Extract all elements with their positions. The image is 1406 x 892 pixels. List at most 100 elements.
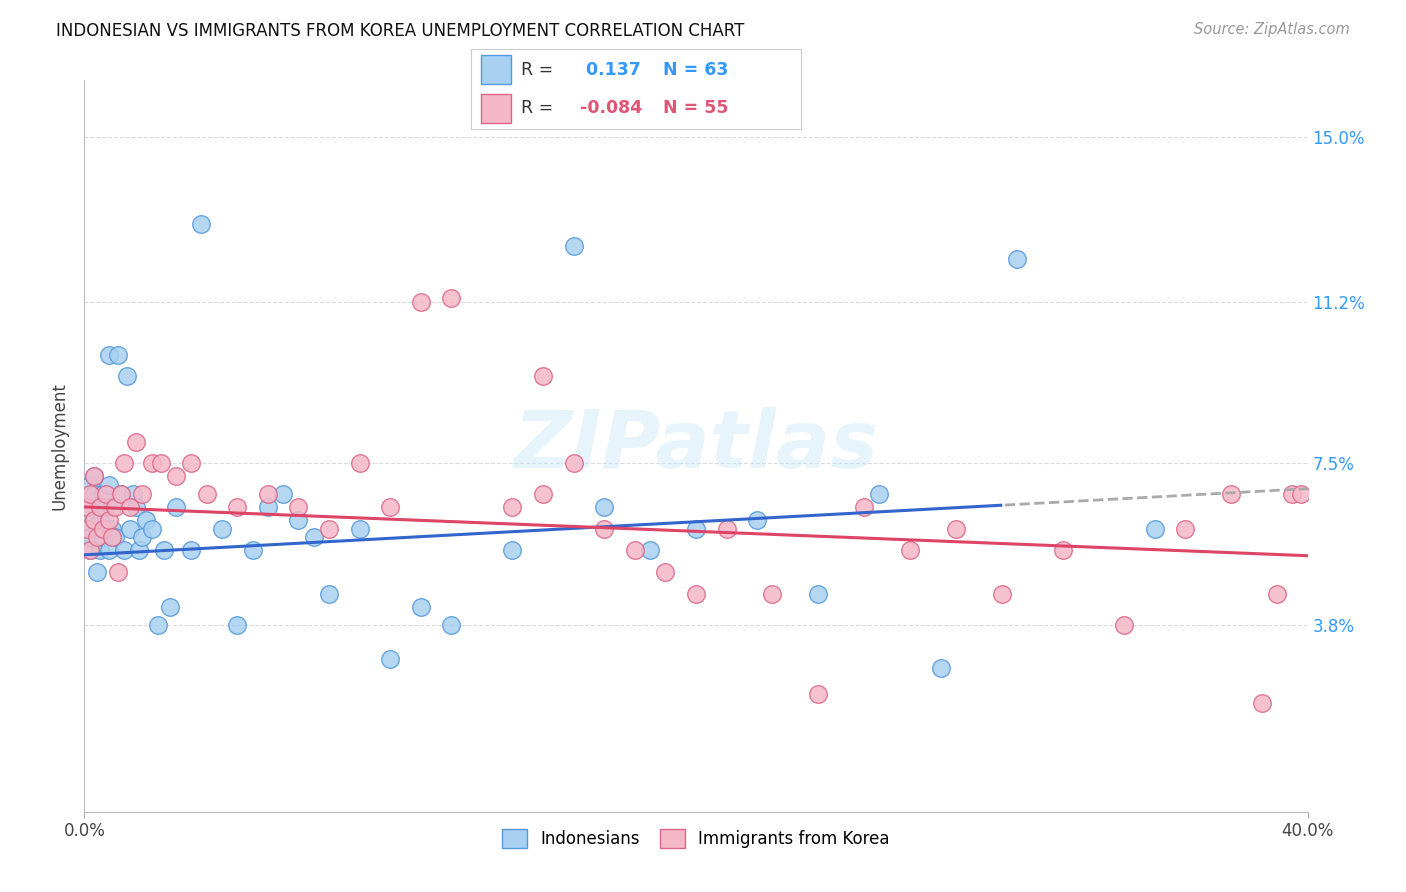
Point <box>125 500 148 514</box>
Point <box>79 530 101 544</box>
Point <box>1220 487 1243 501</box>
Point <box>97 478 120 492</box>
Point <box>110 487 132 501</box>
Point <box>141 522 163 536</box>
Point <box>853 500 876 514</box>
Point <box>125 434 148 449</box>
Point <box>380 500 402 514</box>
Point <box>89 543 111 558</box>
Point <box>1174 522 1197 536</box>
Point <box>761 587 783 601</box>
Point <box>131 487 153 501</box>
Point <box>89 500 111 514</box>
Point <box>257 500 280 514</box>
Point <box>531 369 554 384</box>
Point <box>153 543 176 558</box>
Point <box>146 617 169 632</box>
Text: N = 55: N = 55 <box>662 100 728 118</box>
Text: R =: R = <box>520 61 553 78</box>
Point <box>107 566 129 580</box>
Point <box>226 500 249 514</box>
Point <box>807 687 830 701</box>
Point <box>685 587 707 601</box>
Point <box>101 530 124 544</box>
Point <box>180 457 202 471</box>
Point <box>94 487 117 501</box>
Point <box>149 457 172 471</box>
Point <box>654 566 676 580</box>
Point <box>685 522 707 536</box>
Point <box>112 457 135 471</box>
Point <box>929 661 952 675</box>
Point <box>131 530 153 544</box>
Point <box>380 652 402 666</box>
Point <box>101 522 124 536</box>
Bar <box>481 55 510 85</box>
Text: ZIPatlas: ZIPatlas <box>513 407 879 485</box>
Point <box>318 522 340 536</box>
Point <box>409 295 432 310</box>
Point <box>180 543 202 558</box>
Point <box>101 500 124 514</box>
Point <box>1291 487 1313 501</box>
Point <box>502 543 524 558</box>
Point <box>135 513 157 527</box>
Point <box>409 600 432 615</box>
Point <box>945 522 967 536</box>
Bar <box>481 94 510 123</box>
Point <box>226 617 249 632</box>
Point <box>1265 587 1288 601</box>
Point <box>89 513 111 527</box>
Point <box>211 522 233 536</box>
Point <box>97 347 120 362</box>
Point <box>624 543 647 558</box>
Point <box>287 513 309 527</box>
Point <box>898 543 921 558</box>
Point <box>115 369 138 384</box>
Point <box>107 347 129 362</box>
Point <box>79 543 101 558</box>
Point <box>531 487 554 501</box>
Point <box>110 487 132 501</box>
Point <box>141 457 163 471</box>
Point <box>991 587 1014 601</box>
Point <box>1250 696 1272 710</box>
Point <box>79 487 101 501</box>
Point <box>869 487 891 501</box>
Point <box>165 500 187 514</box>
Point <box>440 291 463 305</box>
Point <box>190 217 212 231</box>
Point <box>112 543 135 558</box>
Text: INDONESIAN VS IMMIGRANTS FROM KOREA UNEMPLOYMENT CORRELATION CHART: INDONESIAN VS IMMIGRANTS FROM KOREA UNEM… <box>56 22 745 40</box>
Point <box>562 457 585 471</box>
Point <box>76 500 98 514</box>
Point <box>1281 487 1303 501</box>
Point <box>86 522 108 536</box>
Point <box>76 500 98 514</box>
Legend: Indonesians, Immigrants from Korea: Indonesians, Immigrants from Korea <box>495 822 897 855</box>
Point <box>807 587 830 601</box>
Point <box>271 487 294 501</box>
Point <box>257 487 280 501</box>
Point <box>79 478 101 492</box>
Point <box>86 530 108 544</box>
Point <box>91 487 114 501</box>
Point <box>83 513 105 527</box>
Point <box>76 522 98 536</box>
Point <box>94 500 117 514</box>
Point <box>242 543 264 558</box>
Point <box>716 522 738 536</box>
Point <box>91 530 114 544</box>
Point <box>91 522 114 536</box>
Text: Source: ZipAtlas.com: Source: ZipAtlas.com <box>1194 22 1350 37</box>
Point <box>302 530 325 544</box>
Point <box>97 543 120 558</box>
Text: R =: R = <box>520 100 553 118</box>
Point <box>747 513 769 527</box>
Point <box>318 587 340 601</box>
Text: N = 63: N = 63 <box>662 61 728 78</box>
Point <box>502 500 524 514</box>
Point <box>349 522 371 536</box>
Point <box>83 487 105 501</box>
Point <box>1052 543 1074 558</box>
